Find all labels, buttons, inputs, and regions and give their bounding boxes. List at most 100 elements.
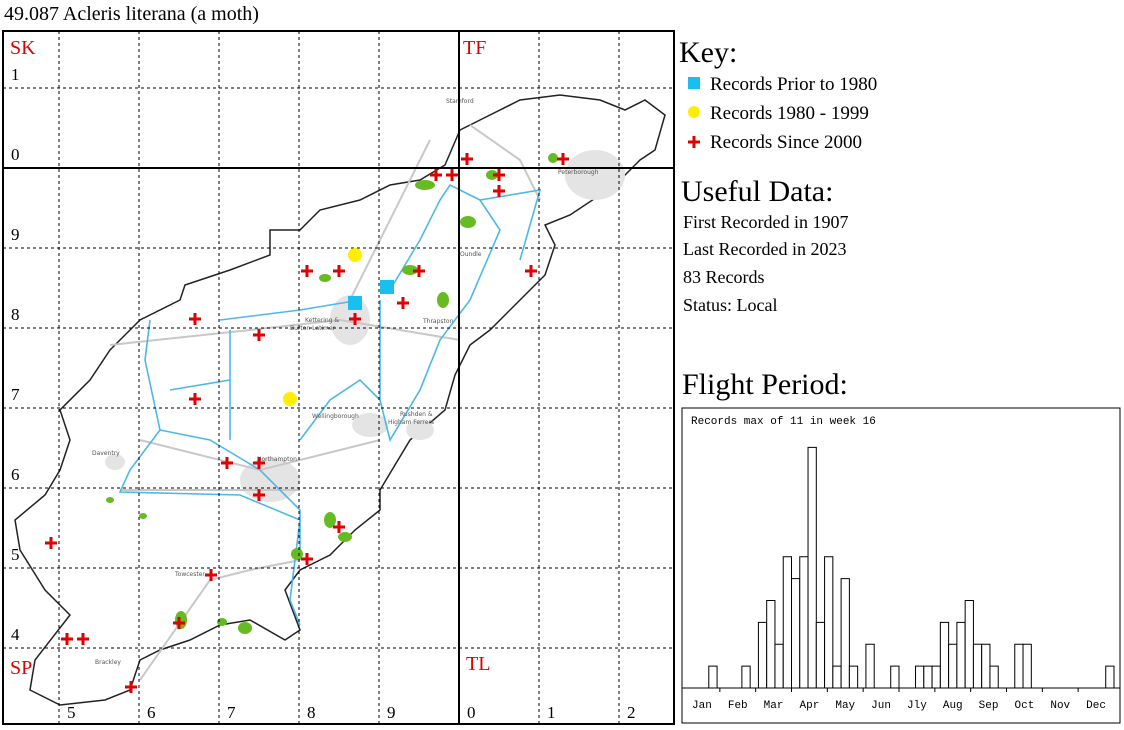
- x-tick-label: Apr: [800, 700, 820, 712]
- place-label: Daventry: [92, 450, 120, 457]
- northing: 0: [11, 145, 20, 164]
- bar: [782, 556, 793, 689]
- bar: [964, 600, 974, 689]
- useful-data-line: 83 Records: [683, 267, 764, 287]
- chart-title: Flight Period:: [682, 368, 848, 401]
- useful-data-line: Last Recorded in 2023: [683, 239, 846, 259]
- x-tick-label: Dec: [1086, 700, 1106, 712]
- place-label: Towcester: [174, 571, 205, 578]
- bar: [774, 643, 784, 689]
- bar: [915, 665, 925, 689]
- x-tick-label: Oct: [1015, 700, 1035, 712]
- bar: [766, 600, 776, 689]
- page-title: 49.087 Acleris literana (a moth): [4, 3, 259, 25]
- records: [45, 153, 569, 693]
- rivers: [118, 183, 542, 626]
- northing: 6: [11, 465, 20, 484]
- county-outline: [14, 94, 666, 706]
- place-label: Burton Latimer: [290, 325, 336, 332]
- bar: [989, 665, 999, 689]
- northing: 4: [11, 625, 20, 644]
- key-symbol: [688, 106, 700, 118]
- grid-square: TF: [463, 37, 486, 59]
- bar: [807, 446, 817, 689]
- key-symbol: [688, 77, 700, 89]
- x-tick-label: Feb: [728, 700, 748, 712]
- bar: [972, 643, 983, 689]
- place-label: Oundle: [460, 251, 482, 258]
- x-tick-label: Sep: [979, 700, 999, 712]
- bar: [815, 621, 826, 689]
- place-label: Rushden &: [400, 411, 433, 418]
- bar: [931, 665, 941, 689]
- bar: [824, 556, 834, 689]
- grid-square: SP: [10, 657, 32, 679]
- place-label: Wellingborough: [312, 413, 359, 420]
- easting: 1: [547, 703, 556, 722]
- record-pre-1980: [348, 296, 362, 310]
- bar: [757, 621, 768, 689]
- map: Stamford Peterborough Oundle Kettering &…: [2, 30, 675, 725]
- bar: [1022, 643, 1032, 689]
- bar: [741, 665, 751, 689]
- key-title: Key:: [679, 36, 737, 69]
- bar: [708, 665, 718, 689]
- x-tick-label: Aug: [943, 700, 963, 712]
- northing: 9: [11, 225, 20, 244]
- grid-square: SK: [10, 37, 36, 59]
- easting: 5: [67, 703, 76, 722]
- record-1980-1999: [348, 248, 362, 262]
- records-since-2000: [45, 153, 569, 693]
- x-tick-label: May: [835, 700, 855, 712]
- bar: [840, 578, 850, 689]
- key-item: Records Since 2000: [710, 132, 862, 153]
- x-tick-label: Jun: [871, 700, 891, 712]
- key-item: Records Prior to 1980: [710, 74, 877, 95]
- bar: [890, 665, 900, 689]
- northing: 8: [11, 305, 20, 324]
- easting: 6: [147, 703, 156, 722]
- place-label: Kettering &: [305, 317, 339, 324]
- bar: [799, 556, 809, 689]
- record-1980-1999: [283, 392, 297, 406]
- bar: [981, 643, 991, 689]
- easting: 7: [227, 703, 236, 722]
- roads: [109, 124, 541, 681]
- key-item: Records 1980 - 1999: [710, 103, 869, 124]
- bar: [848, 665, 859, 689]
- grid: [2, 30, 675, 725]
- bar: [1014, 643, 1024, 689]
- bar: [791, 578, 801, 689]
- bar: [956, 621, 966, 689]
- place-label: Higham Ferrers: [388, 419, 434, 426]
- grid-square: TL: [466, 653, 490, 675]
- bar: [865, 643, 875, 689]
- x-tick-label: Jly: [907, 700, 927, 712]
- x-tick-label: Nov: [1050, 700, 1070, 712]
- bar: [832, 665, 842, 689]
- bar: [1105, 665, 1115, 689]
- bar: [923, 665, 933, 689]
- northing: 7: [11, 385, 20, 404]
- northing: 1: [11, 65, 20, 84]
- easting: 2: [627, 703, 636, 722]
- place-label: Northampton: [257, 456, 297, 463]
- easting: 8: [307, 703, 316, 722]
- place-label: Peterborough: [558, 169, 599, 176]
- chart-frame: [681, 407, 1121, 724]
- x-tick-label: Mar: [764, 700, 784, 712]
- record-pre-1980: [380, 280, 394, 294]
- x-tick-label: Jan: [692, 700, 712, 712]
- chart-annotation: Records max of 11 in week 16: [691, 416, 876, 428]
- bar: [939, 621, 950, 689]
- easting: 9: [387, 703, 396, 722]
- useful-data-line: Status: Local: [683, 295, 777, 315]
- key-symbol: [688, 136, 700, 148]
- useful-data-line: First Recorded in 1907: [683, 212, 848, 232]
- useful-data-title: Useful Data:: [681, 175, 833, 208]
- easting: 0: [467, 703, 476, 722]
- bar: [948, 643, 958, 689]
- place-label: Thrapston: [422, 318, 454, 325]
- northing: 5: [11, 545, 20, 564]
